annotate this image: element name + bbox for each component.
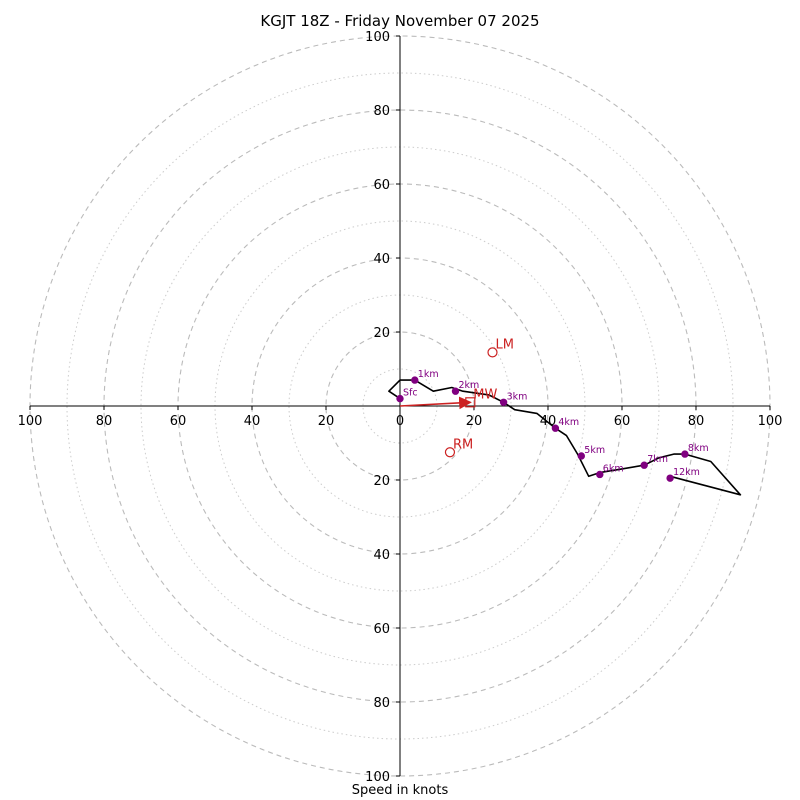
storm-marker-mw [465,397,476,408]
storm-label-mw: MW [473,387,497,402]
height-marker-1km [411,376,419,384]
height-label-3km: 3km [507,391,528,402]
storm-motion-markers: LM RM MW [399,337,514,458]
height-marker-5km [577,452,585,460]
storm-marker-rm [444,447,456,458]
hodograph-trace [388,379,742,496]
x-axis-label: Speed in knots [351,783,449,798]
x-tick-label: 100 [18,414,43,429]
storm-label-lm: LM [496,337,514,352]
x-tick-label: 80 [96,414,113,429]
height-marker-sfc [396,394,404,403]
height-marker-2km [451,387,460,395]
height-label-8km: 8km [688,443,709,454]
height-label-12km: 12km [673,467,700,478]
y-tick-label: 20 [373,474,390,489]
height-marker-3km [499,398,508,406]
height-marker-4km [551,424,560,432]
height-label-5km: 5km [584,445,605,456]
height-label-7km: 7km [647,454,668,465]
x-tick-label: 20 [466,414,483,429]
x-tick-label: 60 [614,414,631,429]
height-label-1km: 1km [418,369,439,380]
x-tick-label: 0 [396,414,404,429]
x-tick-label: 60 [170,414,187,429]
y-tick-label: 100 [365,770,390,785]
height-marker-6km [596,470,604,479]
y-tick-label: 20 [373,326,390,341]
y-tick-label: 100 [365,30,390,45]
y-tick-label: 40 [373,252,390,267]
y-tick-label: 80 [373,696,390,711]
x-tick-label: 20 [318,414,335,429]
storm-marker-lm [487,347,498,358]
mean-wind-vector [399,396,472,410]
storm-label-rm: RM [453,437,473,452]
height-marker-7km [640,461,648,469]
height-marker-8km [681,450,689,458]
height-label-2km: 2km [459,380,480,391]
height-label-6km: 6km [603,463,624,474]
height-marker-12km [666,474,674,482]
x-tick-label: 40 [244,414,261,429]
height-label-sfc: Sfc [403,388,418,399]
y-tick-label: 80 [373,104,390,119]
chart-title: KGJT 18Z - Friday November 07 2025 [260,12,540,30]
hodograph-line [388,379,742,496]
y-tick-label: 60 [373,622,390,637]
y-tick-label: 40 [373,548,390,563]
x-tick-label: 80 [688,414,705,429]
height-label-4km: 4km [558,417,579,428]
x-tick-label: 100 [758,414,783,429]
y-tick-label: 60 [373,178,390,193]
